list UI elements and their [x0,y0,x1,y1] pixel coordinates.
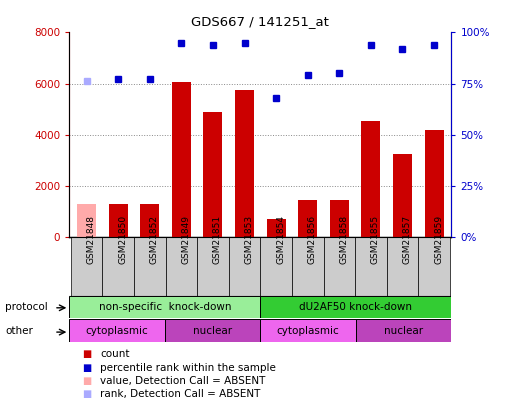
Text: value, Detection Call = ABSENT: value, Detection Call = ABSENT [100,376,265,386]
Bar [69,319,165,342]
Bar [330,200,349,237]
Text: GSM21859: GSM21859 [434,215,443,264]
Text: ■: ■ [82,376,91,386]
Text: GSM21849: GSM21849 [182,215,190,264]
Text: GSM21858: GSM21858 [339,215,348,264]
Bar [71,237,103,296]
Bar [393,154,412,237]
Bar [166,237,197,296]
Text: count: count [100,350,130,359]
Text: other: other [5,326,33,336]
Bar [109,204,128,237]
Bar [260,237,292,296]
Bar [425,130,444,237]
Bar [292,237,324,296]
Text: GSM21853: GSM21853 [245,215,253,264]
Text: GSM21852: GSM21852 [150,215,159,264]
Bar [77,204,96,237]
Bar [261,319,356,342]
Text: cytoplasmic: cytoplasmic [86,326,148,336]
Title: GDS667 / 141251_at: GDS667 / 141251_at [191,15,329,28]
Bar [324,237,355,296]
Text: nuclear: nuclear [384,326,423,336]
Bar [387,237,418,296]
Bar [362,121,380,237]
Bar [229,237,260,296]
Bar [356,319,451,342]
Text: percentile rank within the sample: percentile rank within the sample [100,363,276,373]
Text: dU2AF50 knock-down: dU2AF50 knock-down [300,302,412,312]
Bar [141,204,159,237]
Text: GSM21848: GSM21848 [87,215,95,264]
Text: ■: ■ [82,350,91,359]
Text: ■: ■ [82,390,91,399]
Text: GSM21856: GSM21856 [308,215,317,264]
Bar [69,296,261,318]
Text: rank, Detection Call = ABSENT: rank, Detection Call = ABSENT [100,390,261,399]
Bar [103,237,134,296]
Bar [197,237,229,296]
Text: GSM21854: GSM21854 [276,215,285,264]
Bar [355,237,387,296]
Bar [172,82,191,237]
Text: GSM21851: GSM21851 [213,215,222,264]
Bar [134,237,166,296]
Text: GSM21855: GSM21855 [371,215,380,264]
Text: nuclear: nuclear [193,326,232,336]
Text: GSM21850: GSM21850 [118,215,127,264]
Text: non-specific  knock-down: non-specific knock-down [98,302,231,312]
Text: GSM21857: GSM21857 [403,215,411,264]
Bar [235,90,254,237]
Bar [267,219,286,237]
Bar [204,112,223,237]
Bar [418,237,450,296]
Text: ■: ■ [82,363,91,373]
Bar [298,200,317,237]
Bar [261,296,451,318]
Text: cytoplasmic: cytoplasmic [277,326,340,336]
Bar [165,319,261,342]
Text: protocol: protocol [5,302,48,312]
